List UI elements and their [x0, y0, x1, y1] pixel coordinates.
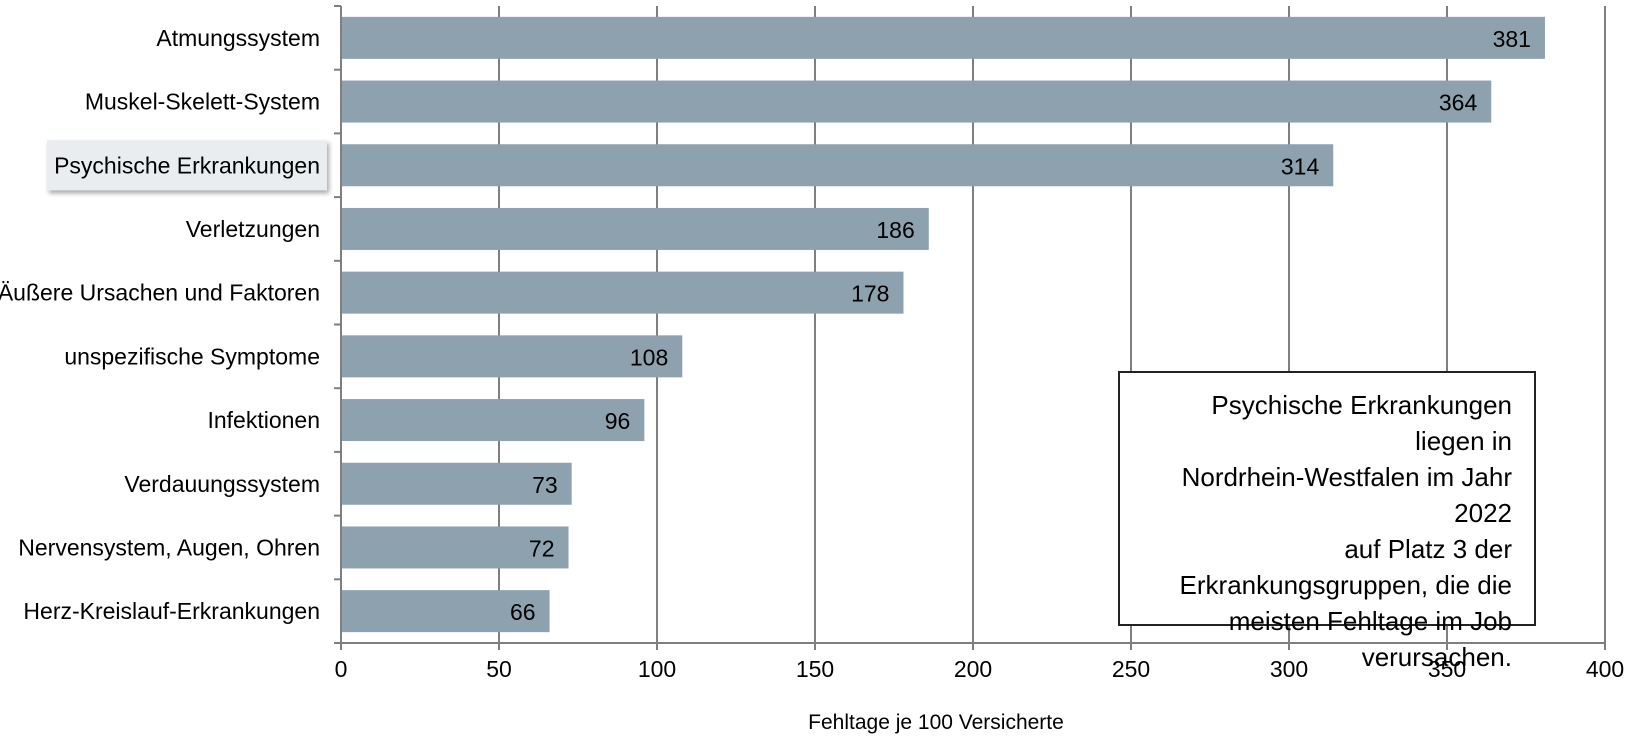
x-tick-label: 250: [1112, 656, 1150, 682]
data-label: 96: [605, 408, 631, 434]
data-label: 72: [529, 535, 555, 561]
x-tick-label: 200: [954, 656, 992, 682]
x-tick-label: 50: [486, 656, 512, 682]
bar: [342, 590, 550, 633]
data-label: 66: [510, 599, 536, 625]
category-label: Herz-Kreislauf-Erkrankungen: [23, 598, 320, 624]
value-labels: 381 364 314 186 178 108 96 73 72 66: [510, 26, 1531, 625]
bar: [342, 144, 1334, 187]
category-label: Äußere Ursachen und Faktoren: [0, 280, 320, 306]
data-label: 108: [630, 344, 668, 370]
category-label: Verletzungen: [186, 216, 320, 242]
category-labels: Atmungssystem Muskel-Skelett-System Psychi…: [0, 25, 320, 624]
x-tick-label: 0: [335, 656, 348, 682]
category-label: Infektionen: [207, 407, 320, 433]
x-tick-label: 150: [796, 656, 834, 682]
bar: [342, 526, 569, 569]
bar: [342, 271, 904, 314]
category-label: Verdauungssystem: [124, 471, 320, 497]
bar: [342, 462, 572, 505]
annotation-box: Psychische Erkrankungen liegen in Nordrh…: [1118, 371, 1536, 672]
x-axis-title: Fehltage je 100 Versicherte: [808, 711, 1064, 734]
data-label: 314: [1281, 153, 1320, 179]
data-label: 186: [876, 217, 914, 243]
data-label: 178: [851, 281, 889, 307]
category-label: unspezifische Symptome: [64, 343, 320, 369]
axes: [334, 5, 1606, 650]
bar: [342, 80, 1492, 123]
highlight-layer: [47, 140, 327, 191]
x-tick-label: 350: [1428, 656, 1466, 682]
bars: [342, 16, 1545, 633]
data-label: 73: [532, 472, 558, 498]
x-tick-label: 100: [638, 656, 676, 682]
data-label: 381: [1493, 26, 1531, 52]
highlight-box: [47, 140, 327, 191]
bar: [342, 16, 1545, 59]
x-tick-labels: 0 50 100 150 200 250 300 350 400: [335, 656, 1625, 682]
category-label: Psychische Erkrankungen: [54, 152, 320, 178]
category-label: Atmungssystem: [156, 25, 320, 51]
bar: [342, 207, 929, 250]
x-tick-label: 300: [1270, 656, 1308, 682]
bar: [342, 399, 645, 442]
category-label: Muskel-Skelett-System: [85, 89, 320, 115]
category-label: Nervensystem, Augen, Ohren: [18, 534, 320, 560]
data-label: 364: [1439, 90, 1478, 116]
x-tick-label: 400: [1586, 656, 1624, 682]
bar: [342, 335, 683, 378]
